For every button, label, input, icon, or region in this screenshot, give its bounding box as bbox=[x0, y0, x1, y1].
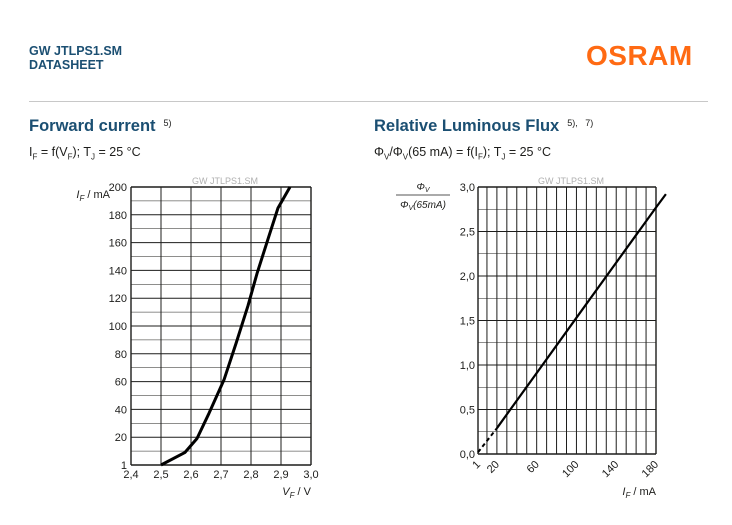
y-tick-label: 100 bbox=[109, 321, 127, 333]
x-tick-label: 2,8 bbox=[243, 469, 258, 481]
x-tick-label: 140 bbox=[600, 459, 621, 480]
luminous-flux-curve bbox=[496, 193, 667, 429]
y-tick-label: 0,5 bbox=[460, 405, 475, 417]
x-tick-label: 3,0 bbox=[303, 469, 318, 481]
chart-formula-forward-current: IF = f(VF); TJ = 25 °C bbox=[29, 145, 141, 162]
chart-title-forward-current: Forward current 5) bbox=[29, 117, 172, 135]
luminous-flux-curve-extrapolated bbox=[477, 427, 498, 453]
chart-formula-luminous-flux: ΦV/ΦV(65 mA) = f(IF); TJ = 25 °C bbox=[374, 145, 552, 162]
chart-footnote: 5), 7) bbox=[567, 118, 594, 128]
y-axis-label-denominator: ΦV(65mA) bbox=[400, 200, 446, 212]
y-tick-label: 200 bbox=[109, 182, 127, 194]
x-tick-label: 180 bbox=[640, 459, 661, 480]
x-tick-label: 100 bbox=[560, 459, 581, 480]
chart-footnote: 5) bbox=[163, 118, 172, 128]
chart-watermark: GW JTLPS1.SM bbox=[192, 176, 258, 186]
y-tick-label: 120 bbox=[109, 293, 127, 305]
x-axis-label: IF / mA bbox=[622, 486, 656, 500]
y-tick-label: 2,0 bbox=[460, 271, 475, 283]
header-divider bbox=[29, 101, 708, 102]
forward-current-curve bbox=[160, 186, 292, 467]
x-tick-label: 2,6 bbox=[183, 469, 198, 481]
x-tick-label: 20 bbox=[485, 459, 502, 476]
y-tick-label: 60 bbox=[115, 377, 127, 389]
osram-logo: OSRAM bbox=[586, 40, 693, 71]
product-name: GW JTLPS1.SM bbox=[29, 44, 123, 58]
y-tick-label: 1,0 bbox=[460, 360, 475, 372]
y-tick-label: 20 bbox=[115, 432, 127, 444]
x-tick-label: 2,9 bbox=[273, 469, 288, 481]
y-axis-label: IF / mA bbox=[76, 189, 110, 203]
x-tick-label: 2,5 bbox=[153, 469, 168, 481]
y-tick-label: 140 bbox=[109, 265, 127, 277]
y-axis-label-numerator: ΦV bbox=[416, 182, 430, 194]
y-tick-label: 1,5 bbox=[460, 316, 475, 328]
x-tick-label: 2,7 bbox=[213, 469, 228, 481]
document-type: DATASHEET bbox=[29, 58, 104, 72]
y-tick-label: 0,0 bbox=[460, 449, 475, 461]
y-tick-label: 1 bbox=[121, 460, 127, 472]
y-tick-label: 80 bbox=[115, 349, 127, 361]
y-tick-label: 3,0 bbox=[460, 182, 475, 194]
y-tick-label: 160 bbox=[109, 238, 127, 250]
chart-watermark: GW JTLPS1.SM bbox=[538, 176, 604, 186]
x-tick-label: 2,4 bbox=[123, 469, 138, 481]
x-axis-label: VF / V bbox=[282, 486, 311, 500]
y-tick-label: 180 bbox=[109, 210, 127, 222]
x-tick-label: 1 bbox=[470, 459, 483, 472]
y-tick-label: 40 bbox=[115, 404, 127, 416]
y-tick-label: 2,5 bbox=[460, 227, 475, 239]
chart-title-luminous-flux: Relative Luminous Flux 5), 7) bbox=[374, 117, 594, 135]
x-tick-label: 60 bbox=[525, 459, 542, 476]
